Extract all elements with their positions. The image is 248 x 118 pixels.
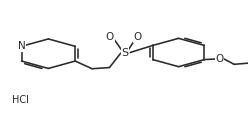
Text: O: O bbox=[133, 32, 142, 42]
Text: N: N bbox=[18, 41, 25, 51]
Text: O: O bbox=[106, 32, 114, 42]
Text: HCl: HCl bbox=[12, 95, 29, 105]
Text: O: O bbox=[216, 54, 224, 64]
Text: S: S bbox=[122, 48, 129, 57]
